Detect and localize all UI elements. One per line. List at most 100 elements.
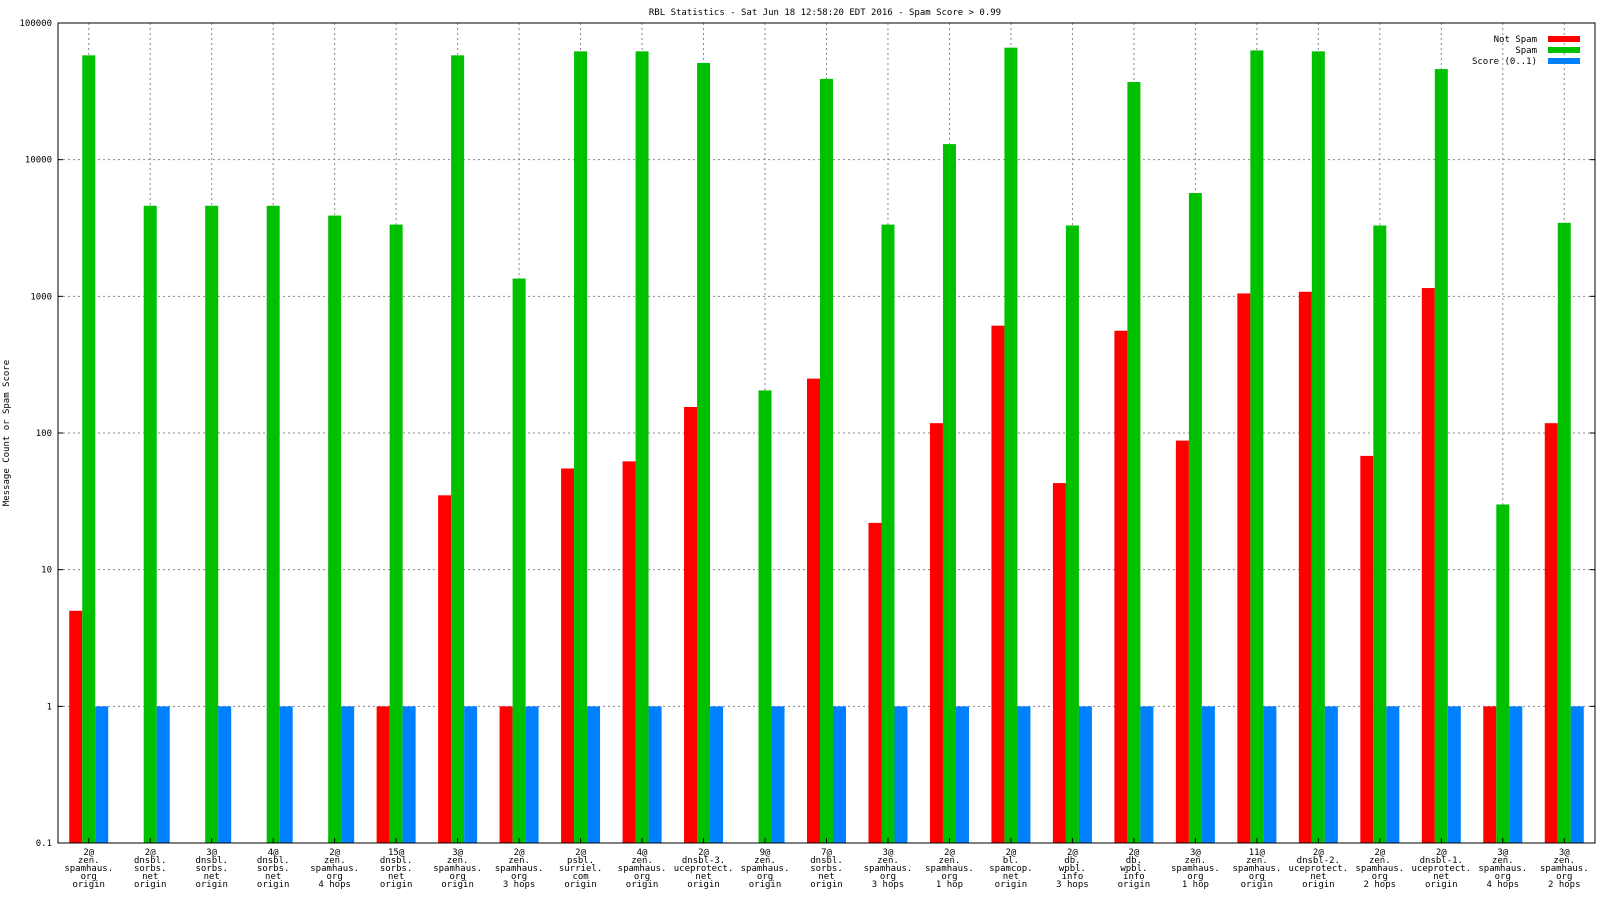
x-tick-label-line: 7@ bbox=[821, 848, 832, 858]
bar-score-0-1 bbox=[648, 706, 662, 843]
x-tick-label-line: psbl. bbox=[567, 856, 594, 866]
x-tick-label-line: uceprotect. bbox=[1289, 864, 1349, 874]
x-tick-label-line: zen. bbox=[1492, 856, 1514, 866]
x-tick-label: 2@ db. wpbl. info 3 hops bbox=[1056, 848, 1089, 890]
x-tick-label-line: spamcop. bbox=[989, 864, 1032, 874]
x-tick-label-line: org bbox=[81, 872, 97, 882]
x-tick-label-line: dnsbl. bbox=[195, 856, 228, 866]
x-tick-label-line: sorbs. bbox=[134, 864, 167, 874]
bar-score-0-1 bbox=[279, 706, 293, 843]
bar-score-0-1 bbox=[218, 706, 232, 843]
x-tick-label-line: org bbox=[757, 872, 773, 882]
x-tick-label-line: spamhaus. bbox=[1540, 864, 1589, 874]
x-tick-label-line: zen. bbox=[1185, 856, 1207, 866]
x-tick-label: 3@ zen. spamhaus. org 3 hops bbox=[864, 848, 913, 890]
x-tick-label-line: 3 hops bbox=[503, 880, 536, 890]
x-tick-label-line: db. bbox=[1064, 856, 1080, 866]
x-tick-label-line: origin bbox=[810, 880, 843, 890]
bar-not-spam bbox=[69, 610, 83, 843]
x-tick-label-line: spamhaus. bbox=[618, 864, 667, 874]
x-tick-label-line: net bbox=[695, 872, 711, 882]
x-tick-label-line: net bbox=[1003, 872, 1019, 882]
x-tick-label-line: 3@ bbox=[452, 848, 463, 858]
bar-score-0-1 bbox=[1386, 706, 1400, 843]
x-tick-label: 3@ zen. spamhaus. org 2 hops bbox=[1540, 848, 1589, 890]
x-tick-label-line: 15@ bbox=[388, 848, 405, 858]
x-tick-label-line: spamhaus. bbox=[1171, 864, 1220, 874]
bar-not-spam bbox=[991, 325, 1005, 843]
x-tick-label-line: 2 hops bbox=[1548, 880, 1581, 890]
x-tick-label-line: 2@ bbox=[1067, 848, 1078, 858]
x-tick-label-line: dnsbl. bbox=[134, 856, 167, 866]
x-tick-label-line: sorbs. bbox=[810, 864, 843, 874]
x-tick-label-line: zen. bbox=[447, 856, 469, 866]
x-tick-label-line: dnsbl. bbox=[257, 856, 290, 866]
x-tick-label-line: 2@ bbox=[145, 848, 156, 858]
x-tick-label: 2@ zen. spamhaus. org 3 hops bbox=[495, 848, 544, 890]
bar-not-spam bbox=[1114, 330, 1128, 843]
x-tick-label-line: origin bbox=[1241, 880, 1274, 890]
x-tick-label-line: db. bbox=[1126, 856, 1142, 866]
bar-spam bbox=[451, 55, 465, 844]
x-tick-label-line: origin bbox=[380, 880, 413, 890]
x-tick-label-line: zen. bbox=[1553, 856, 1575, 866]
x-tick-label-line: zen. bbox=[78, 856, 100, 866]
x-tick-label-line: org bbox=[1495, 872, 1511, 882]
bar-spam bbox=[1250, 50, 1264, 843]
x-tick-label-line: 1 hop bbox=[936, 880, 963, 890]
x-tick-label-line: 2@ bbox=[1128, 848, 1139, 858]
x-tick-label-line: 4@ bbox=[637, 848, 648, 858]
y-ticks: 0.1 1 10 100 1000 10000 100000 bbox=[19, 19, 1595, 849]
x-tick-label-line: org bbox=[449, 872, 465, 882]
bar-spam bbox=[82, 55, 96, 844]
bar-not-spam bbox=[1237, 293, 1251, 843]
legend-label: Score (0..1) bbox=[1472, 57, 1537, 67]
x-tick-label-line: 2 hops bbox=[1364, 880, 1397, 890]
x-tick-label-line: spamhaus. bbox=[495, 864, 544, 874]
bar-spam bbox=[205, 205, 219, 844]
bar-not-spam bbox=[1052, 483, 1066, 843]
x-tick-label-line: 3@ bbox=[883, 848, 894, 858]
bar-spam bbox=[758, 390, 772, 843]
legend-label: Not Spam bbox=[1494, 35, 1537, 45]
x-tick-label-line: spamhaus. bbox=[741, 864, 790, 874]
bar-not-spam bbox=[499, 706, 513, 843]
x-tick-label-line: zen. bbox=[939, 856, 961, 866]
x-tick-label: 3@ zen. spamhaus. org 1 hop bbox=[1171, 848, 1220, 890]
x-tick-label-line: surriel. bbox=[559, 864, 602, 874]
x-tick-label: 2@ dnsbl-3. uceprotect. net origin bbox=[674, 848, 734, 890]
x-tick-label-line: org bbox=[634, 872, 650, 882]
x-tick-label: 2@ zen. spamhaus. org 2 hops bbox=[1355, 848, 1404, 890]
x-tick-label-line: org bbox=[1187, 872, 1203, 882]
bar-not-spam bbox=[684, 406, 698, 843]
bar-not-spam bbox=[438, 495, 452, 843]
x-tick-label: 2@ zen. spamhaus. org 1 hop bbox=[925, 848, 974, 890]
bar-not-spam bbox=[1544, 423, 1558, 843]
x-tick-label-line: 11@ bbox=[1249, 848, 1266, 858]
x-tick-label-line: origin bbox=[1425, 880, 1458, 890]
x-tick-label: 4@ dnsbl. sorbs. net origin bbox=[257, 848, 290, 890]
bar-not-spam bbox=[376, 706, 390, 843]
bar-score-0-1 bbox=[1017, 706, 1031, 843]
legend-label: Spam bbox=[1515, 46, 1537, 56]
x-tick-label: 15@ dnsbl. sorbs. net origin bbox=[380, 848, 413, 890]
bar-spam bbox=[1496, 504, 1510, 843]
x-tick-label-line: 2@ bbox=[1313, 848, 1324, 858]
x-tick-label-line: org bbox=[1372, 872, 1388, 882]
x-tick-label-line: origin bbox=[1118, 880, 1151, 890]
y-tick-label: 10000 bbox=[25, 156, 52, 166]
x-tick-label-line: dnsbl-2. bbox=[1297, 856, 1340, 866]
bar-spam bbox=[942, 144, 956, 843]
chart-title: RBL Statistics - Sat Jun 18 12:58:20 EDT… bbox=[649, 8, 1001, 18]
bar-not-spam bbox=[561, 468, 575, 843]
x-tick-label-line: net bbox=[818, 872, 834, 882]
x-tick-label-line: 2@ bbox=[1006, 848, 1017, 858]
x-tick-label-line: origin bbox=[441, 880, 474, 890]
bar-score-0-1 bbox=[1140, 706, 1154, 843]
x-tick-label-line: 9@ bbox=[760, 848, 771, 858]
x-tick-label: 7@ dnsbl. sorbs. net origin bbox=[810, 848, 843, 890]
x-tick-label-line: spamhaus. bbox=[1478, 864, 1527, 874]
bar-score-0-1 bbox=[833, 706, 846, 843]
